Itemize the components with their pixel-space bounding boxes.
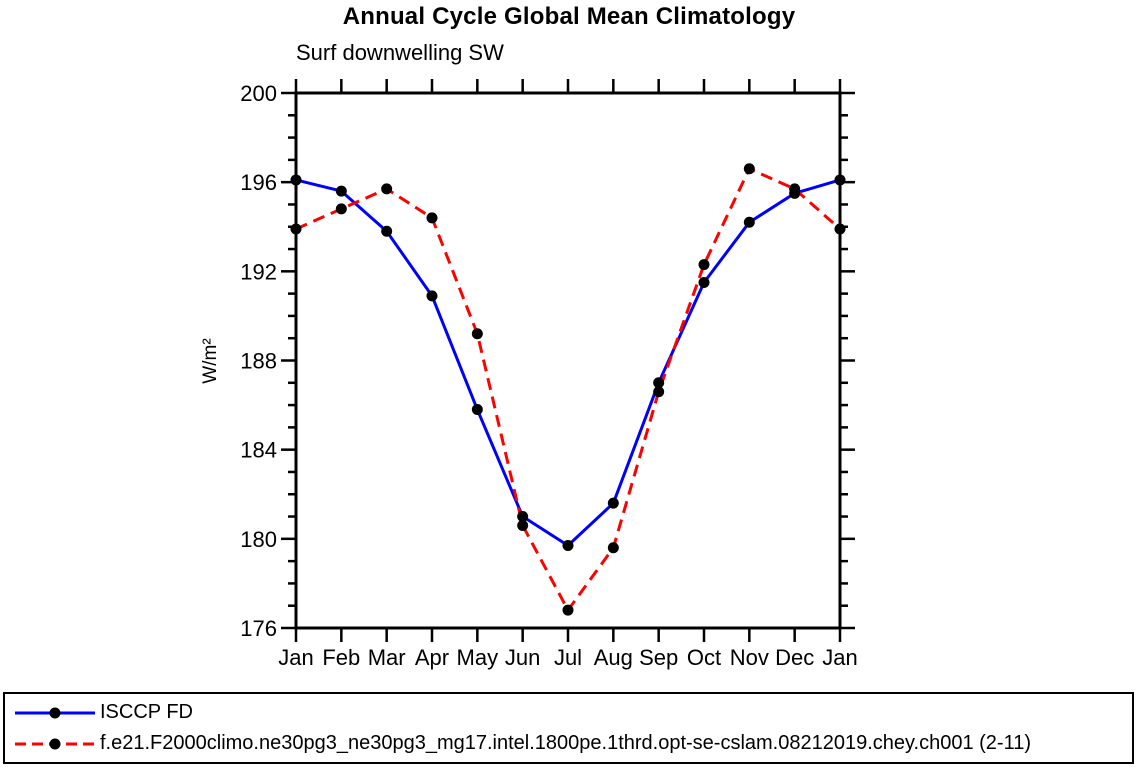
data-point-marker xyxy=(789,183,801,195)
data-point-marker xyxy=(743,163,755,175)
data-point-marker xyxy=(335,185,347,197)
x-tick-label: Feb xyxy=(322,645,360,670)
chart-title: Annual Cycle Global Mean Climatology xyxy=(342,3,796,30)
data-point-marker xyxy=(653,377,665,389)
data-point-marker xyxy=(834,223,846,235)
x-tick-label: Jun xyxy=(505,645,540,670)
legend-label: ISCCP FD xyxy=(100,701,193,723)
x-tick-label: Dec xyxy=(775,645,814,670)
legend-box: ISCCP FD f.e21.F2000climo.ne30pg3_ne30pg… xyxy=(3,692,1134,764)
y-tick-label: 192 xyxy=(240,259,277,284)
data-point-marker xyxy=(562,540,574,552)
data-point-marker xyxy=(290,223,302,235)
data-point-marker xyxy=(653,386,665,398)
series-line-0 xyxy=(295,178,841,548)
data-point-marker xyxy=(335,203,347,215)
y-tick-label: 200 xyxy=(240,81,277,106)
x-tick-label: Apr xyxy=(415,645,449,670)
legend-item-model-run: f.e21.F2000climo.ne30pg3_ne30pg3_mg17.in… xyxy=(13,728,1132,759)
x-tick-label: Oct xyxy=(687,645,721,670)
legend-item-isccp-fd: ISCCP FD xyxy=(13,697,1132,728)
data-point-marker xyxy=(381,225,393,237)
x-tick-label: Mar xyxy=(368,645,406,670)
data-point-marker xyxy=(517,519,529,531)
x-tick-label: May xyxy=(457,645,499,670)
x-tick-label: Nov xyxy=(730,645,769,670)
data-point-marker xyxy=(607,497,619,509)
data-point-marker xyxy=(471,328,483,340)
data-point-marker xyxy=(381,183,393,195)
data-point-marker xyxy=(743,216,755,228)
data-point-marker xyxy=(607,542,619,554)
legend-label: f.e21.F2000climo.ne30pg3_ne30pg3_mg17.in… xyxy=(100,732,1032,754)
data-point-marker xyxy=(834,174,846,186)
x-tick-label: Sep xyxy=(639,645,678,670)
data-point-marker xyxy=(562,604,574,616)
x-tick-label: Jan xyxy=(278,645,313,670)
y-tick-label: 176 xyxy=(240,616,277,641)
data-point-marker xyxy=(426,212,438,224)
data-point-marker xyxy=(517,511,529,523)
y-tick-label: 180 xyxy=(240,527,277,552)
legend-line-dashed-icon xyxy=(13,736,97,752)
data-point-marker xyxy=(471,404,483,416)
x-tick-label: Aug xyxy=(594,645,633,670)
y-tick-label: 196 xyxy=(240,170,277,195)
data-point-marker xyxy=(698,259,710,271)
x-tick-label: Jul xyxy=(554,645,582,670)
y-tick-label: 188 xyxy=(240,349,277,374)
data-point-marker xyxy=(426,290,438,302)
y-tick-label: 184 xyxy=(240,438,277,463)
chart-subtitle: Surf downwelling SW xyxy=(296,40,504,65)
plot-area: 176 180 184 188 192 196 200 Jan Feb Mar Apr May Jun J… xyxy=(240,79,858,670)
data-point-marker xyxy=(698,276,710,288)
x-tick-label: Jan xyxy=(822,645,857,670)
data-point-marker xyxy=(290,174,302,186)
legend-line-solid-icon xyxy=(13,705,97,721)
